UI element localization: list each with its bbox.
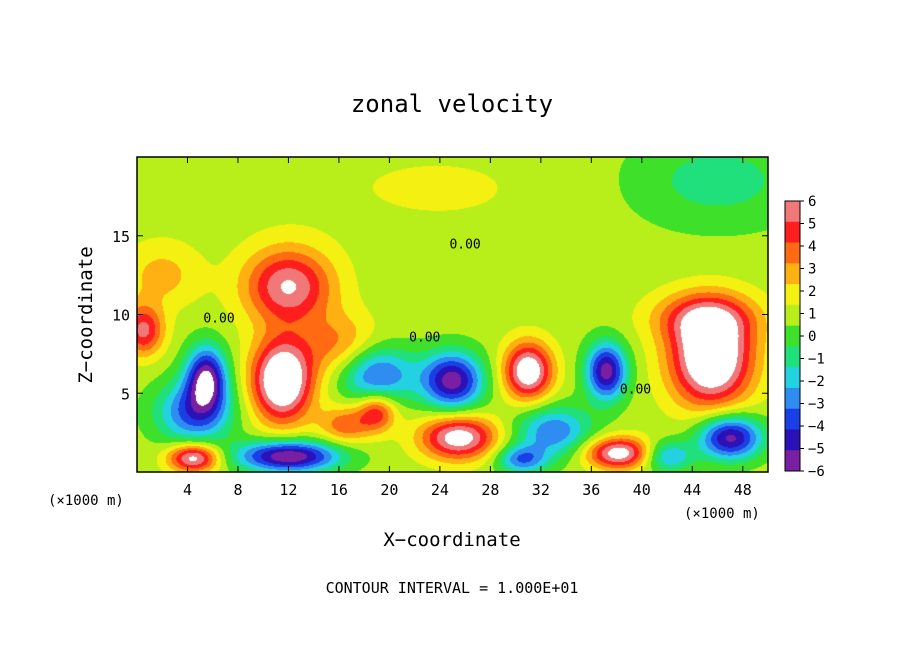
colorbar-tick-label: −5 (808, 442, 825, 458)
x-tick-label: 4 (183, 481, 192, 499)
y-tick-label: 15 (112, 228, 130, 246)
colorbar-swatch (785, 201, 800, 223)
contour-label: 0.00 (620, 382, 651, 397)
x-tick-label: 40 (633, 481, 651, 499)
colorbar-swatch (785, 325, 800, 347)
y-axis-label: Z−coordinate (75, 246, 97, 383)
x-tick-label: 20 (380, 481, 398, 499)
colorbar: 6 5 4 3 2 1 0 −1 −2 −3 −4 −5 −6 (784, 194, 825, 480)
colorbar-swatch (785, 346, 800, 368)
contour-label: 0.00 (409, 330, 440, 345)
x-tick-label: 28 (481, 481, 499, 499)
colorbar-tick-label: −6 (808, 464, 825, 480)
colorbar-swatch (785, 263, 800, 285)
contour-labels: 0.00 0.00 0.00 0.00 (203, 237, 651, 397)
x-tick-label: 44 (683, 481, 701, 499)
x-tick-label: 36 (582, 481, 600, 499)
colorbar-swatch (785, 284, 800, 306)
colorbar-tick-label: 1 (808, 307, 816, 323)
colorbar-swatch (785, 242, 800, 264)
colorbar-tick-label: 6 (808, 194, 816, 210)
x-axis-ticks: 4 8 12 16 20 24 28 32 36 40 44 48 (183, 157, 752, 499)
colorbar-tick-label: 5 (808, 217, 816, 233)
colorbar-swatch (785, 429, 800, 451)
contour-label: 0.00 (203, 311, 234, 326)
colorbar-tick-label: 4 (808, 239, 816, 255)
colorbar-swatch (785, 450, 800, 472)
contour-interval-note: CONTOUR INTERVAL = 1.000E+01 (326, 579, 579, 597)
colorbar-swatch (785, 408, 800, 430)
colorbar-swatch (785, 387, 800, 410)
x-tick-label: 48 (734, 481, 752, 499)
x-tick-label: 16 (330, 481, 348, 499)
colorbar-swatch (785, 367, 800, 389)
y-tick-label: 5 (121, 385, 130, 403)
colorbar-tick-label: −4 (808, 419, 825, 435)
x-tick-label: 12 (279, 481, 297, 499)
x-tick-label: 24 (431, 481, 449, 499)
plot-area: 0.000.000.000.00 4 8 12 16 20 24 28 32 36 40 44 48 … (112, 156, 769, 499)
x-tick-label: 8 (233, 481, 242, 499)
heatmap-field (137, 157, 768, 472)
colorbar-swatch (785, 304, 800, 327)
colorbar-tick-label: 3 (808, 262, 816, 278)
y-axis-ticks: 5 10 15 (112, 228, 768, 403)
x-axis-label: X−coordinate (383, 529, 520, 551)
x-tick-label: 32 (532, 481, 550, 499)
colorbar-tick-label: 0 (808, 329, 816, 345)
chart-title: zonal velocity (351, 90, 553, 118)
colorbar-tick-label: 2 (808, 284, 816, 300)
colorbar-tick-label: −3 (808, 397, 825, 413)
colorbar-swatch (785, 221, 800, 244)
x-unit-left: (×1000 m) (48, 493, 124, 509)
colorbar-tick-label: −2 (808, 374, 825, 390)
colorbar-tick-label: −1 (808, 352, 825, 368)
y-tick-label: 10 (112, 307, 130, 325)
x-unit-right: (×1000 m) (684, 506, 760, 522)
contour-label: 0.00 (449, 237, 480, 252)
